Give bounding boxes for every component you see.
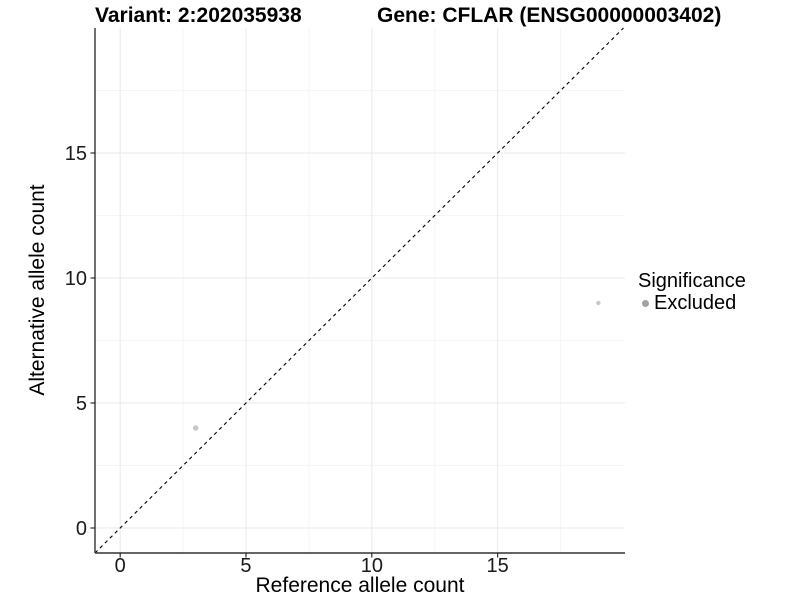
y-tick-label: 15 <box>65 143 87 165</box>
legend-item-label: Excluded <box>654 292 737 314</box>
plot-title-gene: Gene: CFLAR (ENSG00000003402) <box>377 4 722 27</box>
x-axis-title: Reference allele count <box>255 574 465 597</box>
legend-item-excluded: Excluded <box>638 293 746 314</box>
y-tick-label: 0 <box>76 518 87 540</box>
legend-point-icon <box>642 300 649 307</box>
data-point <box>192 425 199 431</box>
legend-title: Significance <box>638 270 746 292</box>
identity-line <box>94 27 624 554</box>
data-point <box>596 300 601 306</box>
y-axis-title: Alternative allele count <box>26 184 49 396</box>
legend: Significance Excluded <box>638 271 746 314</box>
x-tick-label: 10 <box>361 555 383 577</box>
y-tick-label: 5 <box>76 393 87 415</box>
x-tick-label: 5 <box>240 555 251 577</box>
x-tick-label: 0 <box>115 555 126 577</box>
x-tick-label: 15 <box>487 555 509 577</box>
plot-title-variant: Variant: 2:202035938 <box>95 4 302 27</box>
y-tick-label: 10 <box>65 268 87 290</box>
